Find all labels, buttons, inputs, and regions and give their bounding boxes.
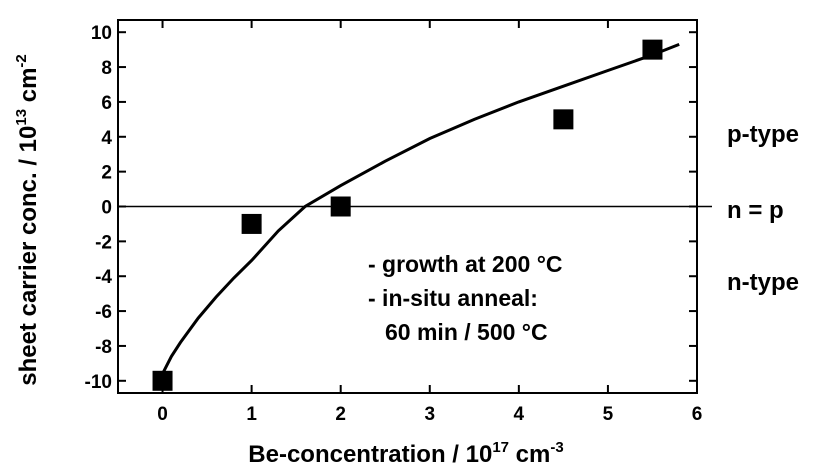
x-tick-label: 4 (514, 404, 525, 425)
data-point (241, 213, 262, 234)
annotation-anneal: - in-situ anneal: (368, 285, 538, 311)
n-equals-p-label: n = p (727, 197, 784, 224)
annotation-growth: - growth at 200 °C (368, 251, 563, 277)
x-axis-title-exponent: 17 (492, 439, 509, 456)
x-tick-label: 0 (157, 404, 168, 425)
x-axis-title-main: Be-concentration / 10 (248, 441, 492, 468)
fit-curve (161, 43, 680, 375)
x-tick-label: 2 (335, 404, 346, 425)
y-axis-title-unit: cm (15, 68, 42, 109)
annotation-anneal-conditions: 60 min / 500 °C (385, 319, 548, 345)
y-tick-label: 0 (101, 198, 112, 219)
y-tick-label: 8 (101, 58, 112, 79)
y-tick-label: -10 (85, 372, 112, 393)
x-axis-title-unit: cm (509, 441, 550, 468)
x-tick-label: 1 (246, 404, 257, 425)
y-axis-title-unit-exponent: -2 (13, 54, 30, 67)
data-point (152, 370, 173, 391)
n-type-label: n-type (727, 269, 799, 296)
data-point (553, 109, 574, 130)
y-tick-label: 10 (91, 23, 112, 44)
y-tick-label: 4 (101, 128, 112, 149)
x-axis-title-unit-exponent: -3 (550, 439, 563, 456)
x-tick-label: 5 (603, 404, 614, 425)
x-tick-label: 6 (692, 404, 703, 425)
data-point (642, 39, 663, 60)
x-tick-label: 3 (424, 404, 435, 425)
y-tick-label: -4 (95, 267, 112, 288)
y-axis-title-exponent: 13 (13, 109, 30, 126)
p-type-label: p-type (727, 121, 799, 148)
y-tick-label: -6 (95, 302, 112, 323)
x-axis-ticks: 0 1 2 3 4 5 6 (157, 20, 702, 425)
y-tick-label: 2 (101, 163, 112, 184)
y-tick-label: -2 (95, 232, 112, 253)
data-points (152, 39, 663, 391)
y-tick-label: -8 (95, 337, 112, 358)
y-axis-title-main: sheet carrier conc. / 10 (15, 126, 42, 386)
y-axis-ticks: 10 8 6 4 2 0 -2 -4 -6 -8 -10 (85, 23, 697, 393)
x-axis-title: Be-concentration / 1017 cm-3 (248, 439, 563, 468)
y-axis-title: sheet carrier conc. / 1013 cm-2 (13, 54, 42, 386)
y-tick-label: 6 (101, 93, 112, 114)
data-point (330, 196, 351, 217)
